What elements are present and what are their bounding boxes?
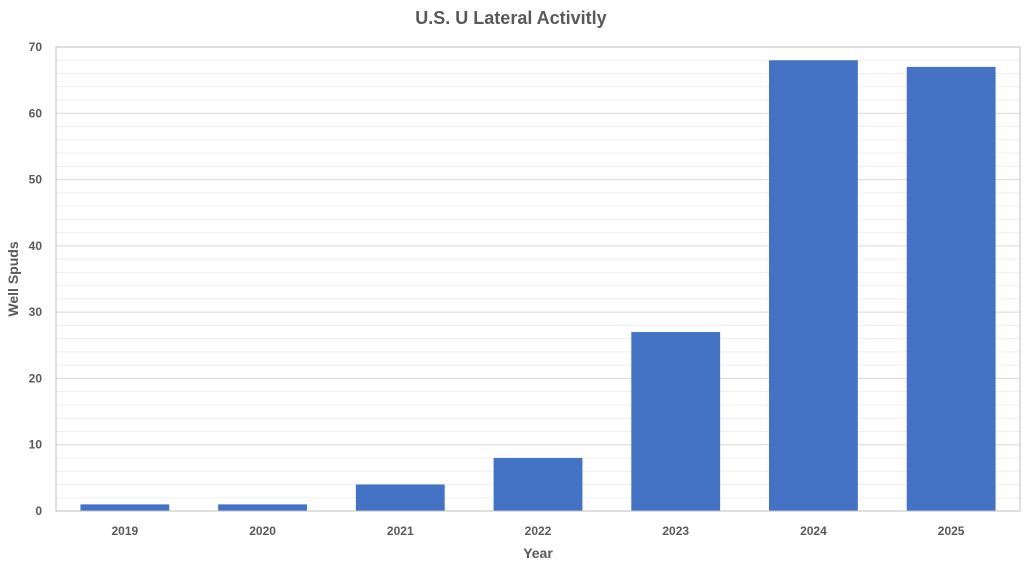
bar-2024 xyxy=(769,60,858,511)
y-tick-label: 70 xyxy=(29,40,43,54)
x-axis-ticks: 2019 2020 2021 2022 2023 2024 2025 xyxy=(112,524,965,538)
y-tick-label: 10 xyxy=(29,438,43,452)
y-tick-label: 20 xyxy=(29,371,43,385)
x-tick-label: 2019 xyxy=(112,524,139,538)
x-tick-label: 2025 xyxy=(938,524,965,538)
y-tick-label: 50 xyxy=(29,173,43,187)
x-tick-label: 2024 xyxy=(800,524,827,538)
y-tick-label: 60 xyxy=(29,106,43,120)
plot-area xyxy=(55,46,1021,512)
bar-2019 xyxy=(80,504,170,511)
y-axis-ticks: 0 10 20 30 40 50 60 70 xyxy=(29,40,43,518)
y-tick-label: 0 xyxy=(35,504,42,518)
bar-2025 xyxy=(906,66,996,511)
x-tick-label: 2022 xyxy=(525,524,552,538)
bar-2022 xyxy=(493,457,583,511)
x-tick-label: 2021 xyxy=(387,524,414,538)
bar-2023 xyxy=(631,332,721,511)
bar-2021 xyxy=(355,484,445,511)
bars xyxy=(80,60,996,511)
chart-title: U.S. U Lateral Activitly xyxy=(415,8,606,28)
y-tick-label: 30 xyxy=(29,305,43,319)
x-tick-label: 2020 xyxy=(249,524,276,538)
bar-2020 xyxy=(218,504,307,511)
x-tick-label: 2023 xyxy=(662,524,689,538)
x-axis-label: Year xyxy=(523,545,553,561)
y-axis-label: Well Spuds xyxy=(5,241,21,316)
gridlines xyxy=(56,46,1020,512)
y-tick-label: 40 xyxy=(29,239,43,253)
